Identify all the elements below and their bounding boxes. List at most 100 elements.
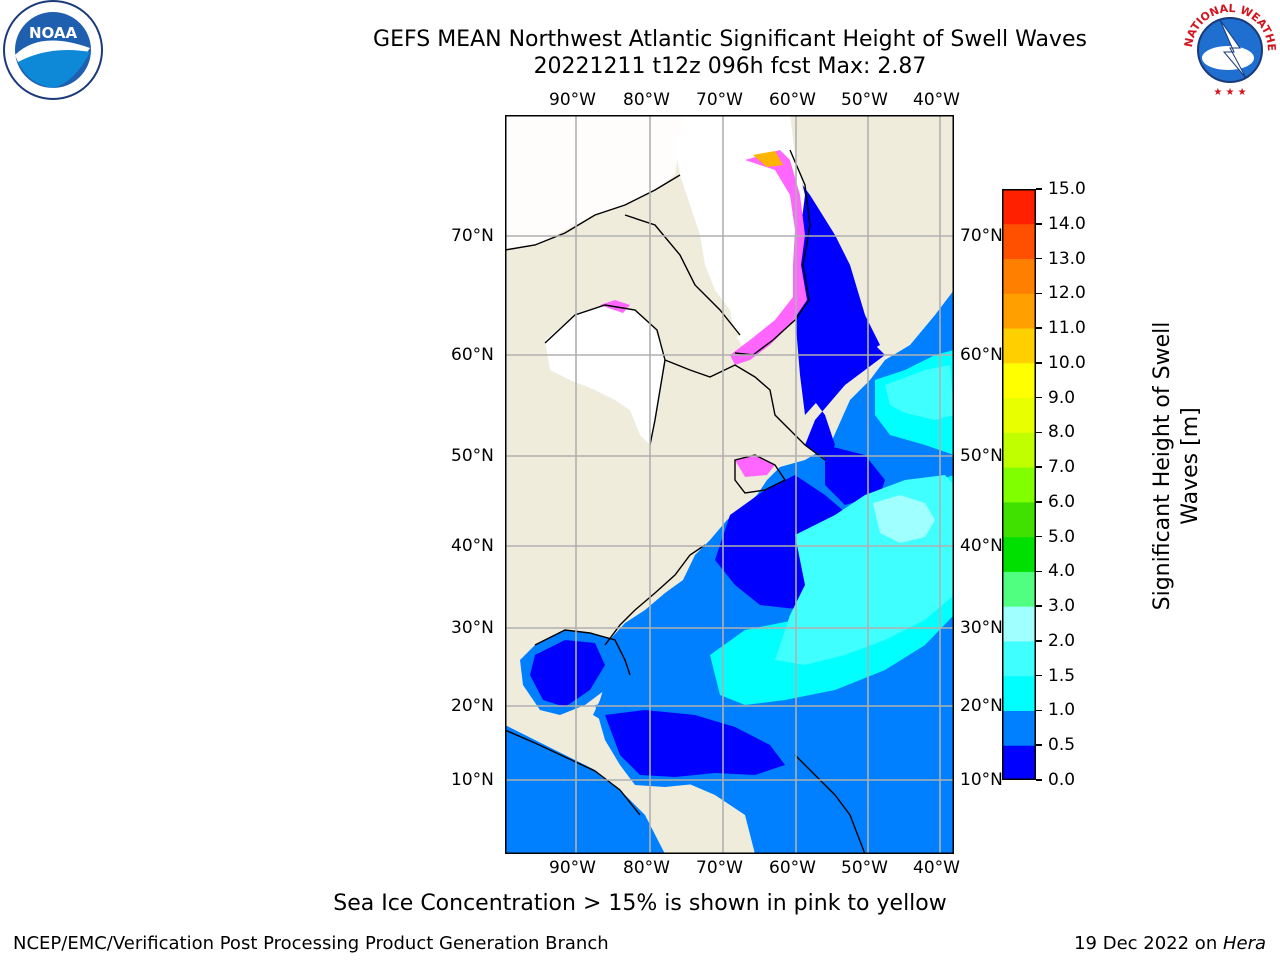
colorbar-tick-mark [1036,257,1042,260]
low-swell-gulf [530,640,605,707]
colorbar-tick-label: 13.0 [1048,248,1086,269]
colorbar-bin [1002,258,1036,294]
colorbar-tick-mark [1036,674,1042,677]
swell-cyan-4 [885,365,954,420]
nws-logo: NATIONAL WEATHER SERVICE ★ ★ ★ [1176,0,1280,100]
colorbar-tick-label: 11.0 [1048,318,1086,339]
lat-label-right-40n: 40°N [960,536,1003,556]
colorbar-tick-mark [1036,779,1042,781]
colorbar-tick-mark [1036,605,1042,607]
arctic-ice [505,115,685,250]
lat-label-left-30n: 30°N [451,618,494,638]
low-swell-grandbanks [825,445,885,505]
colorbar-tick-mark [1036,396,1042,399]
colorbar-tick-mark [1036,292,1042,295]
footer-machine: Hera [1222,933,1266,954]
colorbar-bin [1002,501,1036,538]
colorbar-tick-label: 4.0 [1048,561,1076,582]
lon-label-bottom-90w: 90°W [549,858,596,878]
lat-label-right-30n: 30°N [960,618,1003,638]
title-line-2: 20221211 t12z 096h fcst Max: 2.87 [533,54,927,79]
pacific-region [505,725,665,854]
colorbar-tick-label: 12.0 [1048,283,1086,304]
colorbar-tick-label: 7.0 [1048,457,1076,478]
lat-label-right-60n: 60°N [960,345,1003,365]
lon-label-top-70w: 70°W [696,90,743,110]
lon-label-top-60w: 60°W [769,90,816,110]
colorbar-tick-label: 1.5 [1048,665,1076,686]
graticule [505,115,954,854]
colorbar-label: Significant Height of Swell Waves [m] [1150,321,1203,611]
footer-date: 19 Dec 2022 on [1074,933,1223,954]
colorbar-tick-label: 8.0 [1048,422,1076,443]
colorbar-bin [1002,710,1036,746]
colorbar-tick-label: 6.0 [1048,491,1076,512]
colorbar-bin [1002,536,1036,572]
lon-label-bottom-60w: 60°W [769,858,816,878]
colorbar-tick-mark [1036,640,1042,642]
colorbar-tick-mark [1036,362,1042,364]
lon-label-bottom-50w: 50°W [841,858,888,878]
lon-label-top-80w: 80°W [623,90,670,110]
colorbar-bin [1002,397,1036,433]
colorbar-tick-label: 1.0 [1048,700,1076,721]
colorbar-bin [1002,467,1036,503]
colorbar-bin [1002,293,1036,329]
lon-label-bottom-40w: 40°W [913,858,960,878]
colorbar-tick-label: 0.5 [1048,735,1076,756]
colorbar-bin [1002,362,1036,399]
colorbar-tick-mark [1036,327,1042,329]
colorbar-tick-mark [1036,188,1042,190]
colorbar-bin [1002,432,1036,468]
colorbar-tick-mark [1036,501,1042,503]
colorbar-bin [1002,745,1036,781]
colorbar-tick-label: 10.0 [1048,352,1086,373]
lat-label-right-70n: 70°N [960,226,1003,246]
colorbar-tick-mark [1036,466,1042,468]
lon-label-top-50w: 50°W [841,90,888,110]
low-swell-north [795,255,885,460]
lat-label-right-20n: 20°N [960,696,1003,716]
lon-label-bottom-70w: 70°W [696,858,743,878]
noaa-logo: NOAA [0,0,106,100]
footer-left: NCEP/EMC/Verification Post Processing Pr… [13,933,609,954]
colorbar-tick-mark [1036,709,1042,712]
lat-label-left-20n: 20°N [451,696,494,716]
colorbar-tick-label: 5.0 [1048,526,1076,547]
greenland-ice [675,115,805,350]
colorbar-tick-label: 3.0 [1048,596,1076,617]
colorbar-bin [1002,640,1036,677]
lat-label-left-60n: 60°N [451,345,494,365]
sea-ice-note: Sea Ice Concentration > 15% is shown in … [333,891,947,916]
lat-label-left-50n: 50°N [451,446,494,466]
colorbar-tick-mark [1036,223,1042,225]
colorbar-tick-label: 14.0 [1048,213,1086,234]
colorbar-ticks: 0.0 0.5 1.0 1.5 2.0 3.0 4.0 5.0 6.0 7.0 8.0 9.0 10.0… [1036,179,1106,790]
colorbar-tick-label: 15.0 [1048,179,1086,199]
colorbar-bin [1002,189,1036,225]
colorbar-bin [1002,606,1036,642]
lat-label-right-50n: 50°N [960,446,1003,466]
colorbar-tick-label: 9.0 [1048,387,1076,408]
lon-label-top-40w: 40°W [913,90,960,110]
baffin-land [625,215,740,345]
lon-label-bottom-80w: 80°W [623,858,670,878]
map-panel [504,115,954,855]
colorbar-tick-mark [1036,431,1042,434]
lat-label-left-10n: 10°N [451,770,494,790]
colorbar-bin [1002,223,1036,260]
ice-edge-pink [730,150,807,365]
lat-label-right-10n: 10°N [960,770,1003,790]
title-line-1: GEFS MEAN Northwest Atlantic Significant… [373,27,1087,52]
colorbar-tick-label: 0.0 [1048,770,1076,790]
lon-label-top-90w: 90°W [549,90,596,110]
colorbar-bin [1002,675,1036,711]
colorbar-tick-label: 2.0 [1048,630,1076,651]
hudson-bay [545,305,665,445]
colorbar-tick-mark [1036,744,1042,746]
svg-text:★ ★ ★: ★ ★ ★ [1213,87,1246,98]
colorbar-bin [1002,328,1036,364]
colorbar [1002,189,1036,781]
colorbar-tick-mark [1036,570,1042,573]
lat-label-left-70n: 70°N [451,226,494,246]
